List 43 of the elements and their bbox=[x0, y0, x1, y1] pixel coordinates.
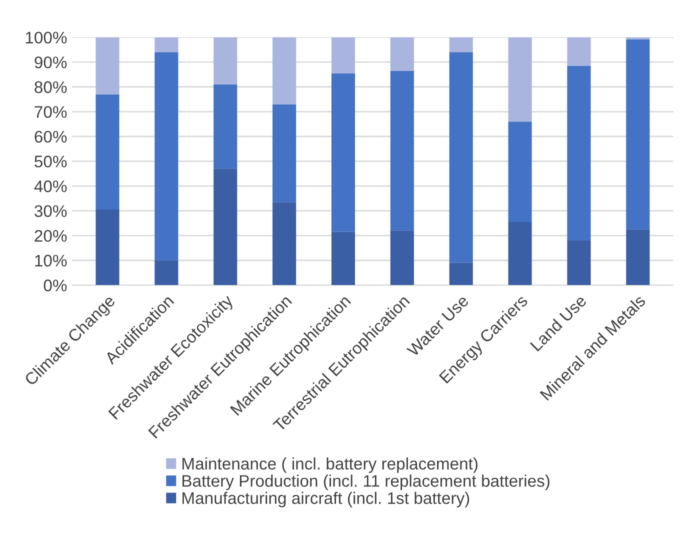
y-tick-label: 100% bbox=[26, 32, 67, 44]
bar bbox=[331, 73, 356, 232]
bar bbox=[331, 232, 356, 286]
bar bbox=[626, 229, 650, 286]
bar bbox=[508, 37, 532, 122]
y-tick-label: 50% bbox=[34, 156, 67, 168]
bar bbox=[390, 37, 414, 71]
bar bbox=[508, 122, 532, 222]
bar bbox=[626, 39, 650, 230]
bar bbox=[154, 37, 178, 52]
legend-label: Battery Production (incl. 11 replacement batteries) bbox=[182, 474, 550, 490]
bar bbox=[331, 37, 356, 74]
bar bbox=[272, 37, 296, 104]
y-tick-label: 0% bbox=[44, 280, 67, 292]
bar bbox=[96, 37, 120, 94]
bar bbox=[567, 37, 591, 66]
bar bbox=[96, 210, 120, 286]
bar bbox=[214, 84, 238, 169]
bar bbox=[449, 262, 473, 286]
bar bbox=[390, 230, 414, 286]
bar bbox=[449, 37, 473, 52]
y-tick-label: 60% bbox=[34, 130, 67, 143]
bar bbox=[272, 202, 296, 286]
bar bbox=[272, 104, 296, 202]
bar bbox=[96, 94, 120, 210]
bar bbox=[508, 222, 532, 286]
y-tick-label: 10% bbox=[35, 254, 67, 267]
bar bbox=[154, 260, 178, 286]
bar bbox=[214, 168, 238, 286]
bar bbox=[449, 52, 473, 263]
y-tick-label: 80% bbox=[34, 81, 67, 94]
bar bbox=[567, 66, 591, 241]
y-tick-label: 70% bbox=[34, 106, 67, 118]
y-tick-label: 30% bbox=[34, 205, 67, 218]
bar bbox=[214, 37, 238, 84]
legend-label: Maintenance ( incl. battery replacement) bbox=[182, 457, 478, 473]
bar bbox=[390, 70, 414, 231]
y-tick-label: 20% bbox=[34, 230, 67, 242]
bar bbox=[567, 240, 591, 286]
legend-label: Manufacturing aircraft (incl. 1st battery) bbox=[182, 492, 470, 508]
y-tick-label: 90% bbox=[34, 56, 67, 68]
bar bbox=[154, 52, 178, 260]
y-tick-label: 40% bbox=[34, 180, 67, 192]
